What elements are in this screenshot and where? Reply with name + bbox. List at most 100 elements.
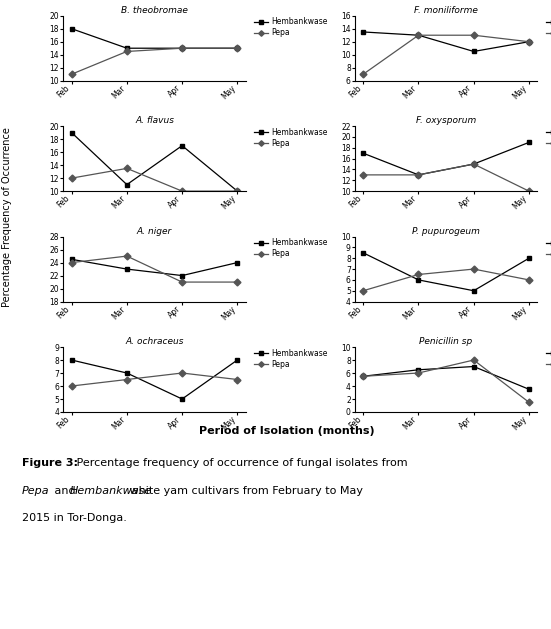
Title: A. flavus: A. flavus	[135, 116, 174, 125]
Hembankwase	[123, 369, 130, 377]
Hembankwase	[526, 38, 532, 45]
Pepa	[179, 187, 186, 195]
Pepa	[68, 70, 75, 78]
Pepa	[179, 369, 186, 377]
Title: F. moniliforme: F. moniliforme	[414, 6, 478, 15]
Title: Penicillin sp: Penicillin sp	[419, 337, 473, 346]
Line: Hembankwase: Hembankwase	[69, 358, 240, 401]
Text: Percentage frequency of occurrence of fungal isolates from: Percentage frequency of occurrence of fu…	[73, 458, 407, 468]
Text: white yam cultivars from February to May: white yam cultivars from February to May	[126, 486, 363, 496]
Hembankwase	[360, 249, 366, 257]
Pepa	[526, 38, 532, 45]
Pepa	[179, 278, 186, 286]
Hembankwase	[360, 28, 366, 36]
Pepa	[415, 270, 422, 278]
Line: Hembankwase: Hembankwase	[361, 30, 531, 54]
Legend: Hembankwase, Pepa: Hembankwase, Pepa	[543, 346, 551, 372]
Legend: Hembankwase, Pepa: Hembankwase, Pepa	[251, 346, 331, 372]
Hembankwase	[179, 45, 186, 52]
Pepa	[68, 259, 75, 266]
Text: and: and	[51, 486, 79, 496]
Pepa	[68, 382, 75, 390]
Text: Pepa: Pepa	[22, 486, 50, 496]
Pepa	[526, 276, 532, 284]
Line: Hembankwase: Hembankwase	[361, 140, 531, 177]
Hembankwase	[526, 255, 532, 262]
Pepa	[415, 31, 422, 39]
Line: Pepa: Pepa	[69, 46, 240, 77]
Pepa	[234, 187, 241, 195]
Hembankwase	[234, 187, 241, 195]
Hembankwase	[68, 356, 75, 364]
Text: 2015 in Tor-Donga.: 2015 in Tor-Donga.	[22, 513, 127, 523]
Hembankwase	[123, 45, 130, 52]
Line: Pepa: Pepa	[361, 162, 531, 194]
Pepa	[68, 174, 75, 182]
Legend: Hembankwase, Pepa: Hembankwase, Pepa	[251, 14, 331, 40]
Hembankwase	[471, 160, 477, 168]
Title: B. theobromae: B. theobromae	[121, 6, 188, 15]
Hembankwase	[234, 356, 241, 364]
Hembankwase	[360, 150, 366, 157]
Pepa	[471, 356, 477, 364]
Legend: Hembankwase, Pepa: Hembankwase, Pepa	[543, 125, 551, 151]
Pepa	[234, 45, 241, 52]
Hembankwase	[415, 276, 422, 284]
Hembankwase	[68, 25, 75, 33]
Pepa	[123, 165, 130, 172]
Title: F. oxysporum: F. oxysporum	[416, 116, 476, 125]
Line: Pepa: Pepa	[69, 370, 240, 389]
Pepa	[234, 376, 241, 383]
Line: Hembankwase: Hembankwase	[69, 26, 240, 51]
Hembankwase	[123, 181, 130, 189]
Hembankwase	[471, 48, 477, 55]
Pepa	[360, 372, 366, 380]
Hembankwase	[471, 287, 477, 294]
Pepa	[360, 70, 366, 78]
Text: Figure 3:: Figure 3:	[22, 458, 78, 468]
Line: Hembankwase: Hembankwase	[361, 364, 531, 392]
Pepa	[360, 287, 366, 294]
Hembankwase	[415, 31, 422, 39]
Pepa	[471, 160, 477, 168]
Hembankwase	[179, 142, 186, 150]
Text: Percentage Frequency of Occurrence: Percentage Frequency of Occurrence	[2, 127, 12, 307]
Hembankwase	[68, 129, 75, 136]
Hembankwase	[179, 272, 186, 279]
Hembankwase	[68, 255, 75, 263]
Line: Pepa: Pepa	[69, 253, 240, 284]
Pepa	[526, 399, 532, 406]
Line: Pepa: Pepa	[69, 166, 240, 194]
Text: Period of Isolation (months): Period of Isolation (months)	[199, 426, 374, 436]
Pepa	[471, 31, 477, 39]
Pepa	[179, 45, 186, 52]
Pepa	[123, 376, 130, 383]
Title: A. niger: A. niger	[137, 227, 172, 236]
Hembankwase	[234, 45, 241, 52]
Text: Hembankwase: Hembankwase	[69, 486, 152, 496]
Line: Hembankwase: Hembankwase	[69, 257, 240, 278]
Pepa	[471, 265, 477, 273]
Legend: Hembankwase, Pepa: Hembankwase, Pepa	[251, 125, 331, 151]
Line: Hembankwase: Hembankwase	[361, 250, 531, 293]
Hembankwase	[415, 171, 422, 179]
Legend: Hembankwase, Pepa: Hembankwase, Pepa	[543, 235, 551, 261]
Pepa	[526, 187, 532, 195]
Hembankwase	[179, 395, 186, 403]
Legend: Hembankwase, Pepa: Hembankwase, Pepa	[251, 235, 331, 261]
Line: Pepa: Pepa	[361, 33, 531, 77]
Hembankwase	[415, 366, 422, 374]
Title: A. ochraceus: A. ochraceus	[125, 337, 183, 346]
Pepa	[415, 171, 422, 179]
Line: Pepa: Pepa	[361, 267, 531, 293]
Line: Pepa: Pepa	[361, 358, 531, 404]
Hembankwase	[123, 265, 130, 273]
Pepa	[123, 48, 130, 55]
Hembankwase	[360, 372, 366, 380]
Pepa	[234, 278, 241, 286]
Pepa	[123, 252, 130, 260]
Legend: Hembankwase, Pepa: Hembankwase, Pepa	[543, 14, 551, 40]
Hembankwase	[234, 259, 241, 266]
Pepa	[360, 171, 366, 179]
Line: Hembankwase: Hembankwase	[69, 130, 240, 194]
